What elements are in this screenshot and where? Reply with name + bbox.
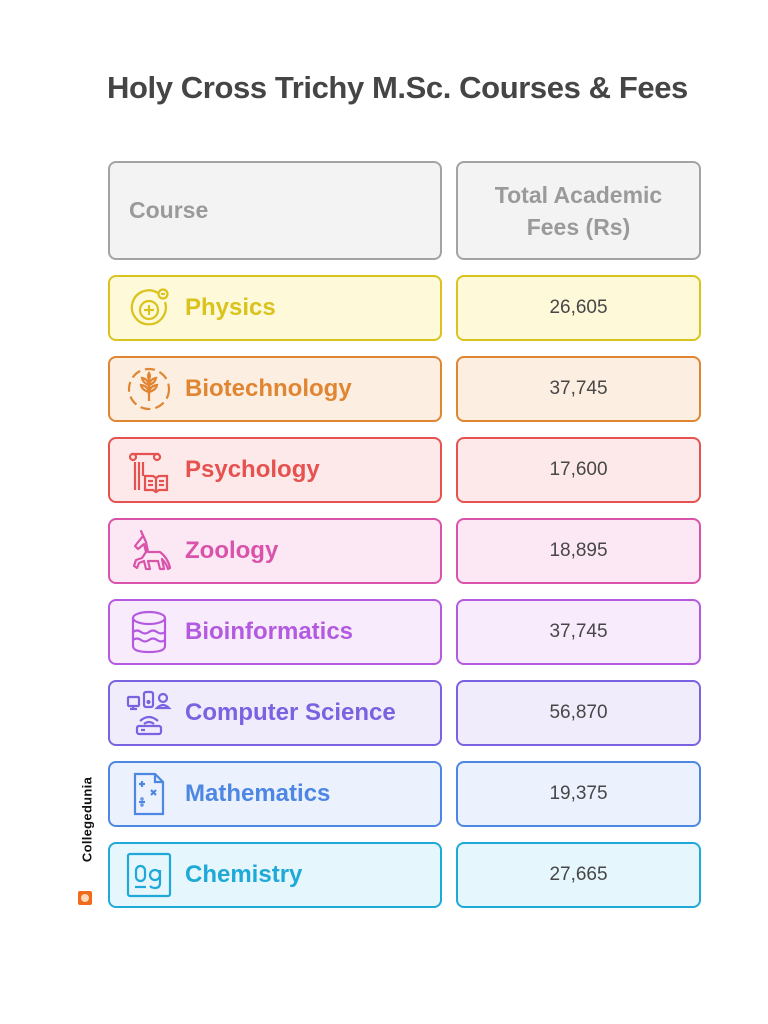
- wheat-icon: [124, 364, 174, 414]
- header-fees-line2: Fees (Rs): [526, 213, 631, 240]
- fee-value: 37,745: [549, 378, 608, 399]
- fee-value: 56,870: [549, 702, 608, 723]
- course-label: Biotechnology: [185, 375, 352, 402]
- course-cell-chemistry: Chemistry: [108, 842, 442, 908]
- horse-icon: [124, 526, 174, 576]
- brand-logo-icon: [78, 891, 92, 905]
- header-course-label: Course: [129, 197, 209, 223]
- course-cell-bioinformatics: Bioinformatics: [108, 599, 442, 665]
- page-title: Holy Cross Trichy M.Sc. Courses & Fees: [107, 70, 688, 105]
- course-cell-physics: Physics: [108, 275, 442, 341]
- fee-cell-bioinformatics: 37,745: [456, 599, 701, 665]
- atom-icon: [124, 283, 174, 333]
- course-label: Mathematics: [185, 780, 331, 807]
- devices-network-icon: [124, 688, 174, 738]
- course-cell-biotechnology: Biotechnology: [108, 356, 442, 422]
- fee-cell-mathematics: 19,375: [456, 761, 701, 827]
- course-cell-psychology: Psychology: [108, 437, 442, 503]
- math-document-icon: [124, 769, 174, 819]
- fee-value: 37,745: [549, 621, 608, 642]
- course-label: Chemistry: [185, 861, 303, 888]
- fee-value: 27,665: [549, 864, 608, 885]
- fee-cell-physics: 26,605: [456, 275, 701, 341]
- course-cell-mathematics: Mathematics: [108, 761, 442, 827]
- brand-name: Collegedunia: [79, 776, 95, 863]
- fee-value: 17,600: [549, 459, 608, 480]
- fee-value: 18,895: [549, 540, 608, 561]
- fee-value: 26,605: [549, 297, 608, 318]
- course-label: Zoology: [185, 537, 279, 564]
- fee-cell-computer-science: 56,870: [456, 680, 701, 746]
- course-cell-computer-science: Computer Science: [108, 680, 442, 746]
- element-og-icon: [124, 850, 174, 900]
- course-label: Physics: [185, 294, 276, 321]
- course-label: Bioinformatics: [185, 618, 354, 645]
- fee-cell-psychology: 17,600: [456, 437, 701, 503]
- fee-cell-zoology: 18,895: [456, 518, 701, 584]
- fee-value: 19,375: [549, 783, 608, 804]
- header-fees: Total Academic Fees (Rs): [456, 161, 701, 260]
- column-book-icon: [124, 445, 174, 495]
- brand-watermark: Collegedunia: [72, 770, 100, 910]
- course-cell-zoology: Zoology: [108, 518, 442, 584]
- header-fees-line1: Total Academic: [494, 181, 663, 208]
- course-label: Computer Science: [185, 699, 396, 726]
- course-label: Psychology: [185, 456, 320, 483]
- fee-cell-biotechnology: 37,745: [456, 356, 701, 422]
- fee-cell-chemistry: 27,665: [456, 842, 701, 908]
- database-icon: [124, 607, 174, 657]
- header-course: Course: [108, 161, 442, 260]
